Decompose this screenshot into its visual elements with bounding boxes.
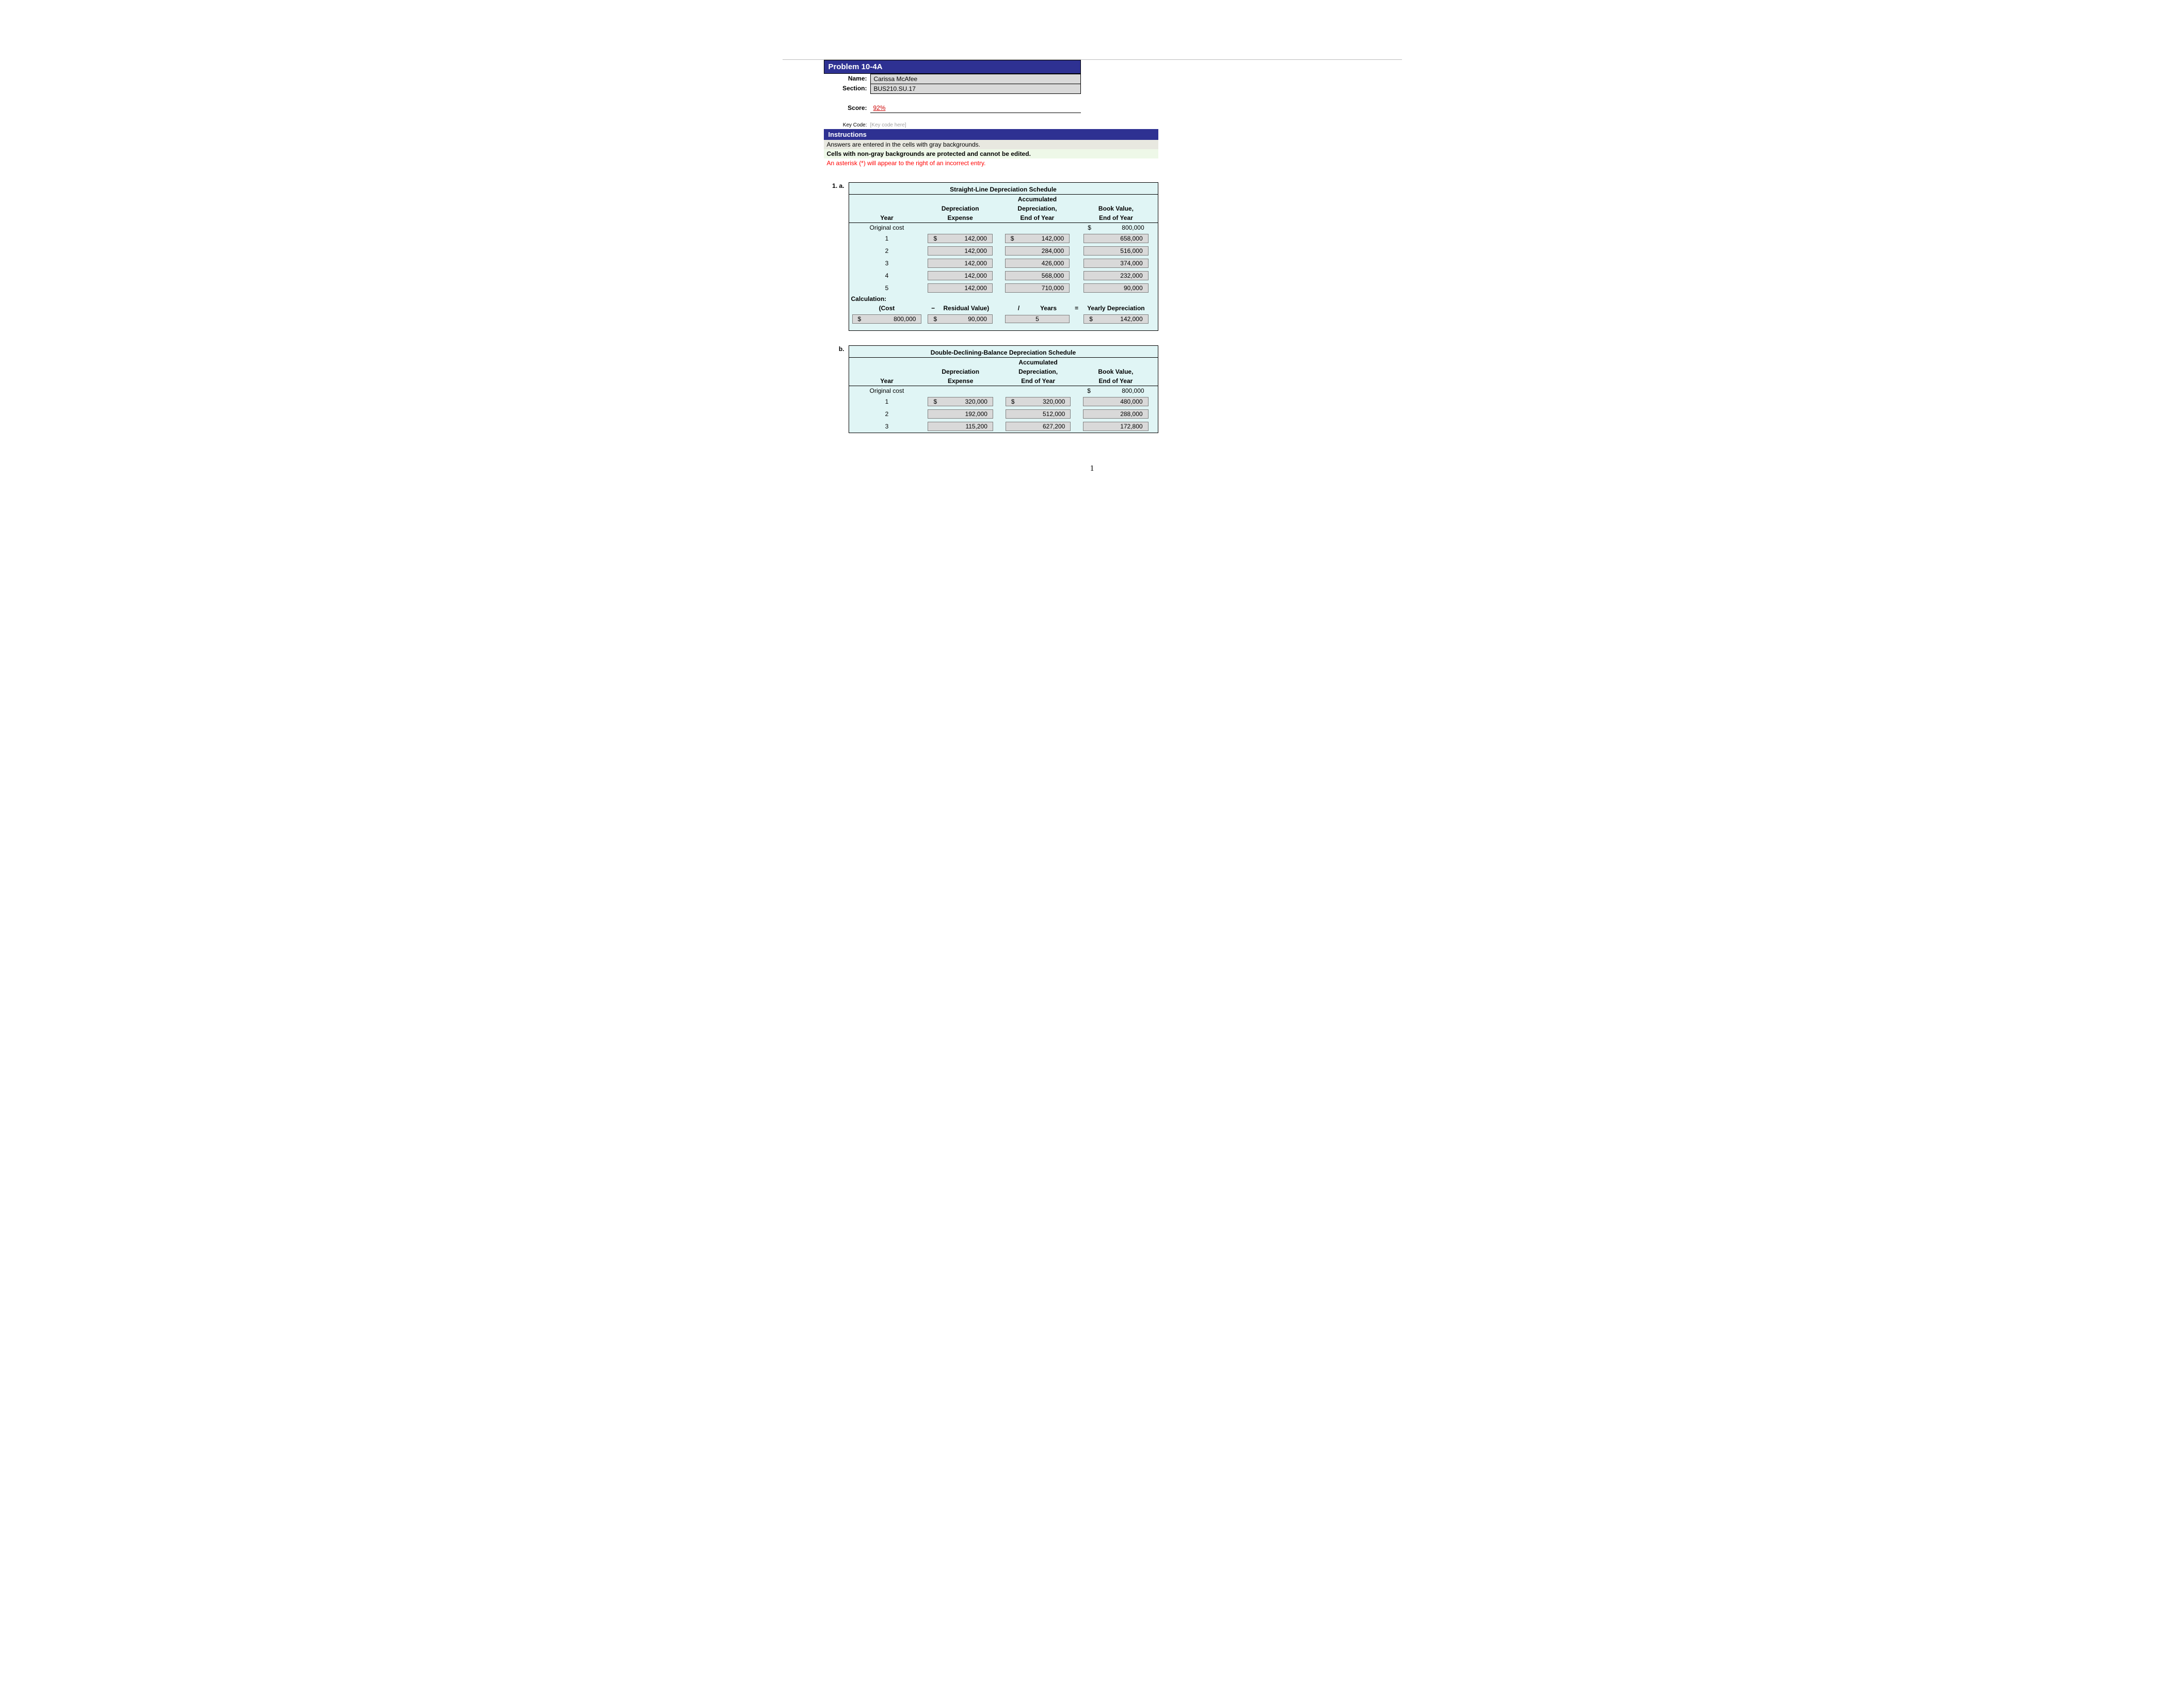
sl-row: 3142,000 426,000 374,000 — [849, 257, 1158, 269]
keycode-label: Key Code: — [824, 122, 870, 128]
sl-row: 2142,000 284,000 516,000 — [849, 245, 1158, 257]
calc-h-minus: − — [931, 305, 942, 312]
ddb-acc-input[interactable]: $320,000 — [1006, 397, 1071, 406]
problem-title: Problem 10-4A — [824, 60, 1081, 74]
instruction-line-3: An asterisk (*) will appear to the right… — [824, 158, 1158, 168]
ddb-dep-input[interactable]: 192,000 — [928, 409, 993, 419]
calc-h-years: Years — [1040, 305, 1057, 312]
sl-col-dep-2: Depreciation — [924, 204, 995, 213]
sl-orig-bv: $800,000 — [1080, 223, 1151, 233]
sl-dep-input[interactable]: 142,000 — [928, 259, 992, 268]
sl-col-dep-3: Expense — [924, 213, 995, 223]
sl-bv-input[interactable]: 90,000 — [1083, 283, 1148, 293]
ddb-row: 1$320,000$320,000480,000 — [849, 395, 1158, 408]
calc-h-res: Residual Value) — [944, 305, 990, 312]
name-input[interactable]: Carissa McAfee — [870, 74, 1081, 84]
sl-year: 2 — [849, 245, 925, 257]
sl-acc-input[interactable]: 284,000 — [1005, 246, 1070, 256]
calc-cost-input[interactable]: $800,000 — [852, 314, 922, 324]
sl-year: 4 — [849, 269, 925, 282]
ddb-schedule: Double-Declining-Balance Depreciation Sc… — [849, 345, 1158, 433]
calc-res-input[interactable]: $90,000 — [928, 314, 992, 324]
sl-row: 1$142,000$142,000658,000 — [849, 232, 1158, 245]
ddb-dep-input[interactable]: $320,000 — [928, 397, 993, 406]
name-label: Name: — [824, 74, 870, 84]
ddb-col-dep-2: Depreciation — [924, 367, 996, 376]
ddb-col-year: Year — [849, 376, 925, 386]
sl-year: 1 — [849, 232, 925, 245]
ddb-col-acc-1: Accumulated — [1002, 358, 1074, 368]
ddb-acc-input[interactable]: 512,000 — [1006, 409, 1071, 419]
sl-col-acc-1: Accumulated — [1002, 195, 1073, 204]
sl-col-bv-1 — [1080, 195, 1151, 204]
section-number-1a: 1. a. — [824, 182, 844, 189]
sl-col-acc-2: Depreciation, — [1002, 204, 1073, 213]
sl-acc-input[interactable]: 568,000 — [1005, 271, 1070, 280]
page-number: 1 — [824, 464, 1361, 473]
ddb-bv-input[interactable]: 288,000 — [1083, 409, 1148, 419]
ddb-row: 2192,000 512,000 288,000 — [849, 408, 1158, 420]
ddb-year: 1 — [849, 395, 925, 408]
ddb-bv-input[interactable]: 172,800 — [1083, 422, 1148, 431]
section-number-1b: b. — [824, 345, 844, 353]
ddb-acc-input[interactable]: 627,200 — [1006, 422, 1071, 431]
sl-year: 5 — [849, 282, 925, 294]
ddb-col-bv-2: Book Value, — [1080, 367, 1151, 376]
sl-col-year: Year — [849, 213, 925, 223]
ddb-bv-input[interactable]: 480,000 — [1083, 397, 1148, 406]
sl-year: 3 — [849, 257, 925, 269]
section-label: Section: — [824, 84, 870, 94]
ddb-year: 2 — [849, 408, 925, 420]
calc-yd-input[interactable]: $142,000 — [1083, 314, 1148, 324]
instructions-title: Instructions — [824, 129, 1158, 140]
sl-acc-input[interactable]: 710,000 — [1005, 283, 1070, 293]
sl-bv-input[interactable]: 516,000 — [1083, 246, 1148, 256]
sl-col-bv-3: End of Year — [1080, 213, 1151, 223]
sl-dep-input[interactable]: 142,000 — [928, 246, 992, 256]
sl-bv-input[interactable]: 658,000 — [1083, 234, 1148, 243]
instruction-line-1: Answers are entered in the cells with gr… — [824, 140, 1158, 149]
sl-row: 4142,000 568,000 232,000 — [849, 269, 1158, 282]
sl-col-dep-1 — [924, 195, 995, 204]
section-input[interactable]: BUS210.SU.17 — [870, 84, 1081, 94]
sl-acc-input[interactable]: $142,000 — [1005, 234, 1070, 243]
sl-orig-label: Original cost — [849, 223, 925, 233]
straight-line-schedule: Straight-Line Depreciation Schedule Accu… — [849, 182, 1158, 331]
calc-years-input[interactable]: 5 — [1005, 315, 1070, 323]
calc-h-eq: = — [1073, 304, 1080, 313]
ddb-col-acc-2: Depreciation, — [1002, 367, 1074, 376]
ddb-col-dep-3: Expense — [924, 376, 996, 386]
score-label: Score: — [824, 103, 870, 113]
sl-bv-input[interactable]: 374,000 — [1083, 259, 1148, 268]
score-value: 92% — [870, 103, 1081, 113]
sl-dep-input[interactable]: $142,000 — [928, 234, 992, 243]
sl-row: 5142,000 710,000 90,000 — [849, 282, 1158, 294]
ddb-col-bv-3: End of Year — [1080, 376, 1151, 386]
ddb-orig-label: Original cost — [849, 386, 925, 396]
sl-dep-input[interactable]: 142,000 — [928, 283, 992, 293]
ddb-row: 3115,200 627,200 172,800 — [849, 420, 1158, 433]
ddb-col-acc-3: End of Year — [1002, 376, 1074, 386]
keycode-input[interactable]: [Key code here] — [870, 122, 906, 128]
instruction-line-2: Cells with non-gray backgrounds are prot… — [824, 149, 1158, 158]
ddb-title: Double-Declining-Balance Depreciation Sc… — [849, 348, 1158, 358]
ddb-orig-bv: $800,000 — [1080, 386, 1151, 396]
sl-col-acc-3: End of Year — [1002, 213, 1073, 223]
calc-h-yd: Yearly Depreciation — [1080, 304, 1151, 313]
sl-dep-input[interactable]: 142,000 — [928, 271, 992, 280]
sl-calc-label: Calculation: — [849, 294, 1158, 304]
sl-bv-input[interactable]: 232,000 — [1083, 271, 1148, 280]
sl-acc-input[interactable]: 426,000 — [1005, 259, 1070, 268]
calc-h-div: / — [1018, 305, 1039, 312]
sl-col-bv-2: Book Value, — [1080, 204, 1151, 213]
sl-title: Straight-Line Depreciation Schedule — [849, 185, 1158, 195]
calc-h-cost: (Cost — [849, 304, 925, 313]
ddb-year: 3 — [849, 420, 925, 433]
ddb-dep-input[interactable]: 115,200 — [928, 422, 993, 431]
